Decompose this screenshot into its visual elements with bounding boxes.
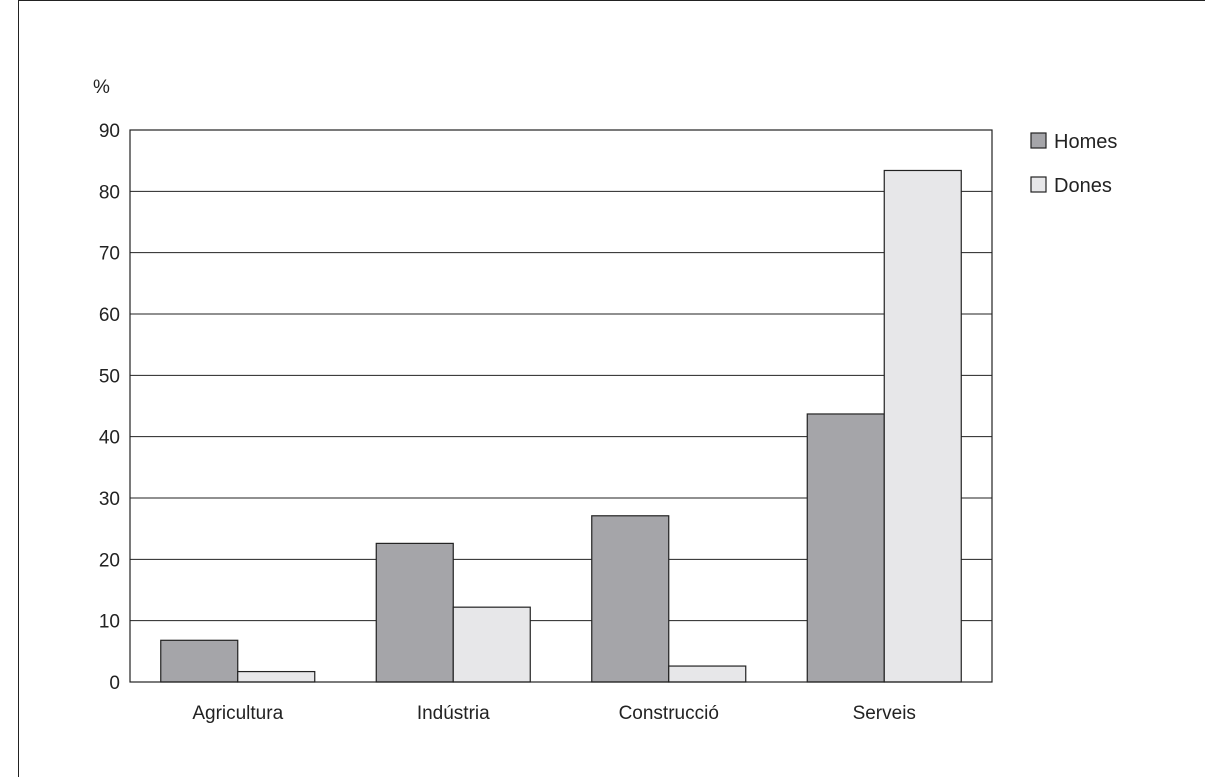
legend-label-dones: Dones [1054, 175, 1112, 197]
y-tick-label: 50 [99, 366, 120, 387]
y-tick-label: 90 [99, 121, 120, 142]
y-axis-ticks: 0 10 20 30 40 50 60 70 80 90 [99, 121, 120, 694]
x-category-label: Agricultura [192, 703, 283, 724]
bar-dones-3 [883, 169, 962, 683]
y-tick-label: 20 [99, 550, 120, 571]
chart-frame [18, 0, 1205, 777]
x-axis-labels: Agricultura Indústria Construcció Serveis [192, 703, 916, 724]
bar-homes-1 [375, 542, 454, 683]
y-tick-label: 60 [99, 305, 120, 326]
y-tick-label: 30 [99, 489, 120, 510]
x-category-label: Serveis [853, 703, 916, 724]
y-tick-label: 40 [99, 428, 120, 449]
legend-label-homes: Homes [1054, 131, 1117, 153]
x-category-label: Indústria [417, 703, 490, 724]
y-axis-unit-label: % [93, 77, 110, 98]
bar-homes-2 [591, 515, 670, 683]
legend-swatch-homes [1030, 132, 1047, 149]
legend-swatch-dones [1030, 176, 1047, 193]
y-tick-label: 0 [109, 673, 120, 694]
legend: Homes Dones [1030, 131, 1117, 197]
bars [160, 169, 962, 683]
y-tick-label: 10 [99, 612, 120, 633]
x-category-label: Construcció [619, 703, 719, 724]
y-tick-label: 70 [99, 244, 120, 265]
bar-dones-1 [452, 606, 531, 683]
bar-dones-0 [237, 670, 316, 683]
plot-area-border [129, 129, 993, 683]
bar-dones-2 [668, 665, 747, 683]
bar-homes-3 [806, 413, 885, 683]
y-tick-label: 80 [99, 182, 120, 203]
bar-homes-0 [160, 639, 239, 683]
